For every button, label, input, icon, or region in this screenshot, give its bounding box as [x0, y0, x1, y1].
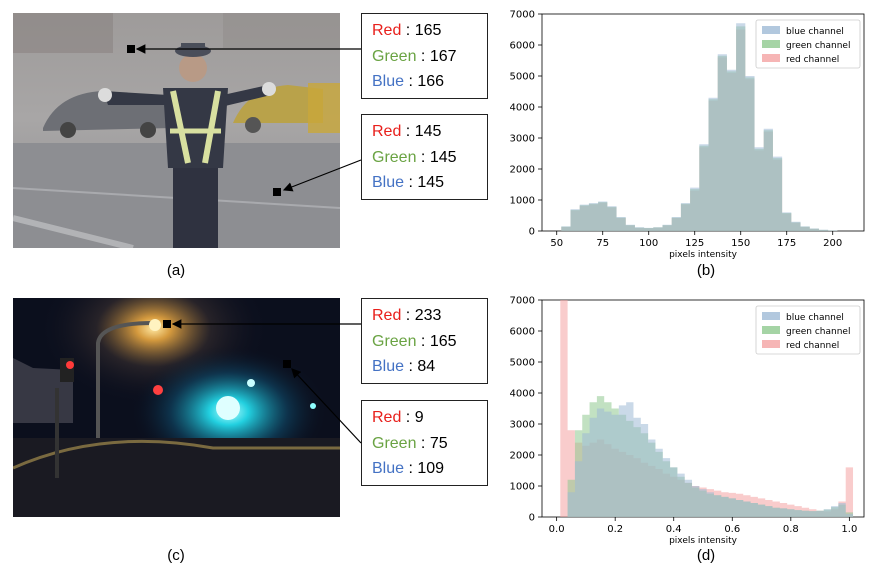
red-value-row: Red : 165: [372, 22, 442, 39]
y-tick-label: 2000: [510, 451, 535, 462]
legend-swatch: [762, 326, 780, 334]
x-tick-label: 1.0: [841, 524, 857, 535]
x-tick-label: 0.0: [549, 524, 565, 535]
legend-box: [755, 305, 861, 355]
legend-entry: blue channel: [786, 27, 844, 37]
y-tick-label: 7000: [510, 10, 535, 21]
legend-entry: green channel: [786, 327, 850, 337]
x-tick-label: 125: [685, 238, 704, 249]
photo-night-street: [13, 298, 340, 517]
y-tick-label: 7000: [510, 296, 535, 307]
histogram-chart-d: 0 1000 2000 3000 4000 5000 6000 7000 0.0 0.2 0.4 0.…: [510, 296, 865, 546]
legend-entry: red channel: [786, 341, 839, 351]
series-blue-channel: [552, 23, 856, 231]
y-tick-label: 0: [529, 227, 535, 238]
legend-swatch: [762, 54, 780, 62]
x-tick-label: 200: [823, 238, 842, 249]
series-blue-channel: [552, 402, 854, 517]
caption-c: (c): [167, 547, 185, 564]
legend-swatch: [762, 312, 780, 320]
caption-d: (d): [696, 547, 716, 564]
rgb-info-box-c1: Red : 233 Green : 165 Blue : 84: [361, 298, 488, 384]
legend-entry: blue channel: [786, 313, 844, 323]
y-tick-label: 4000: [510, 389, 535, 400]
y-tick-label: 1000: [510, 482, 535, 493]
green-value-row: Green : 75: [372, 434, 448, 452]
legend-entry: red channel: [786, 55, 839, 65]
green-value-row: Green : 165: [372, 332, 457, 350]
y-tick-label: 3000: [510, 420, 535, 431]
x-tick-label: 75: [596, 238, 609, 249]
legend-box: [755, 19, 861, 69]
rgb-info-box-c2: Red : 9 Green : 75 Blue : 109: [361, 400, 488, 486]
photo-foggy-traffic-police: [13, 13, 340, 248]
red-value-row: Red : 233: [372, 307, 442, 324]
red-value-row: Red : 9: [372, 409, 424, 426]
legend-swatch: [762, 340, 780, 348]
y-tick-label: 1000: [510, 196, 535, 207]
x-axis-label: pixels intensity: [669, 250, 738, 260]
red-value-row: Red : 145: [372, 123, 442, 140]
y-tick-label: 3000: [510, 134, 535, 145]
blue-value-row: Blue : 109: [372, 460, 445, 477]
x-tick-label: 150: [731, 238, 750, 249]
y-tick-label: 6000: [510, 41, 535, 52]
caption-b: (b): [696, 262, 716, 279]
y-tick-label: 4000: [510, 103, 535, 114]
legend-swatch: [762, 26, 780, 34]
legend-swatch: [762, 40, 780, 48]
x-tick-label: 0.8: [783, 524, 799, 535]
green-value-row: Green : 167: [372, 47, 457, 65]
green-value-row: Green : 145: [372, 148, 457, 166]
histogram-chart-b: 0 1000 2000 3000 4000 5000 6000 7000 50 75 100 125 1…: [510, 10, 865, 260]
x-tick-label: 0.2: [607, 524, 623, 535]
x-tick-label: 0.6: [724, 524, 740, 535]
x-tick-label: 0.4: [666, 524, 682, 535]
blue-value-row: Blue : 166: [372, 73, 445, 90]
y-tick-label: 5000: [510, 358, 535, 369]
rgb-info-box-a2: Red : 145 Green : 145 Blue : 145: [361, 114, 488, 200]
blue-value-row: Blue : 145: [372, 174, 445, 191]
blue-value-row: Blue : 84: [372, 358, 436, 375]
x-tick-label: 100: [639, 238, 658, 249]
x-axis-label: pixels intensity: [669, 536, 738, 546]
y-tick-label: 6000: [510, 327, 535, 338]
y-tick-label: 2000: [510, 165, 535, 176]
x-tick-label: 175: [777, 238, 796, 249]
caption-a: (a): [166, 262, 186, 279]
rgb-info-box-a1: Red : 165 Green : 167 Blue : 166: [361, 13, 488, 99]
y-tick-label: 0: [529, 513, 535, 524]
x-tick-label: 50: [550, 238, 563, 249]
y-tick-label: 5000: [510, 72, 535, 83]
legend-entry: green channel: [786, 41, 850, 51]
